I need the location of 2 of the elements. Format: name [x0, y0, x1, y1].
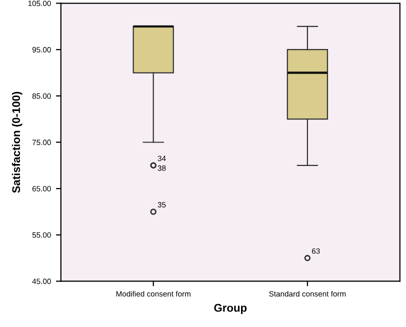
- y-axis-title: Satisfaction (0-100): [12, 92, 22, 193]
- x-axis-title: Group: [214, 304, 247, 314]
